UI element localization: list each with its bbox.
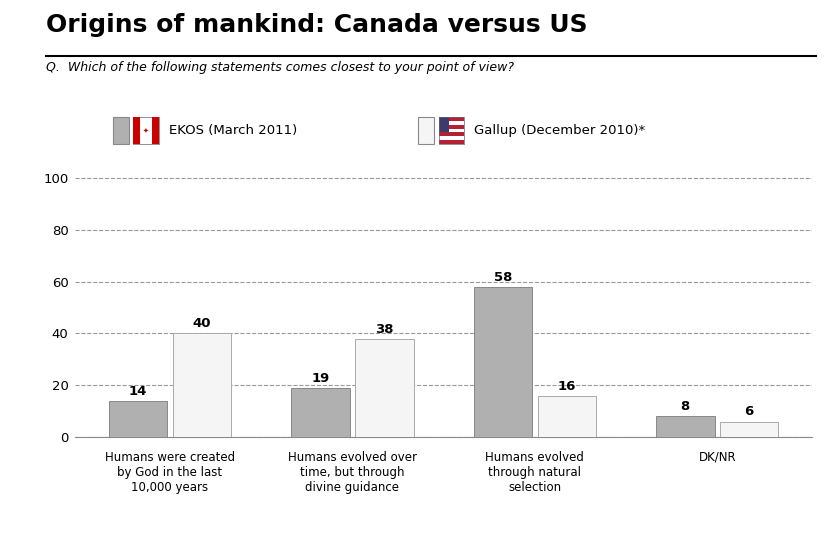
Text: 58: 58 [493, 271, 512, 284]
Text: Q.  Which of the following statements comes closest to your point of view?: Q. Which of the following statements com… [46, 61, 513, 74]
Text: Origins of mankind: Canada versus US: Origins of mankind: Canada versus US [46, 13, 587, 37]
Bar [473, 287, 532, 437]
Text: 38: 38 [375, 322, 393, 335]
Text: 16: 16 [557, 379, 575, 392]
Text: EKOS (March 2011): EKOS (March 2011) [169, 124, 297, 137]
Bar [172, 334, 231, 437]
Text: 14: 14 [129, 385, 147, 398]
Text: 8: 8 [680, 400, 689, 413]
Text: ✦: ✦ [143, 127, 149, 134]
Text: 40: 40 [192, 317, 211, 330]
Bar [655, 416, 714, 437]
Bar [537, 395, 595, 437]
Text: 19: 19 [311, 372, 329, 385]
Text: 6: 6 [744, 406, 753, 418]
Text: Gallup (December 2010)*: Gallup (December 2010)* [474, 124, 645, 137]
Bar [109, 401, 167, 437]
Bar [291, 388, 349, 437]
Bar [354, 338, 413, 437]
Bar [719, 422, 777, 437]
